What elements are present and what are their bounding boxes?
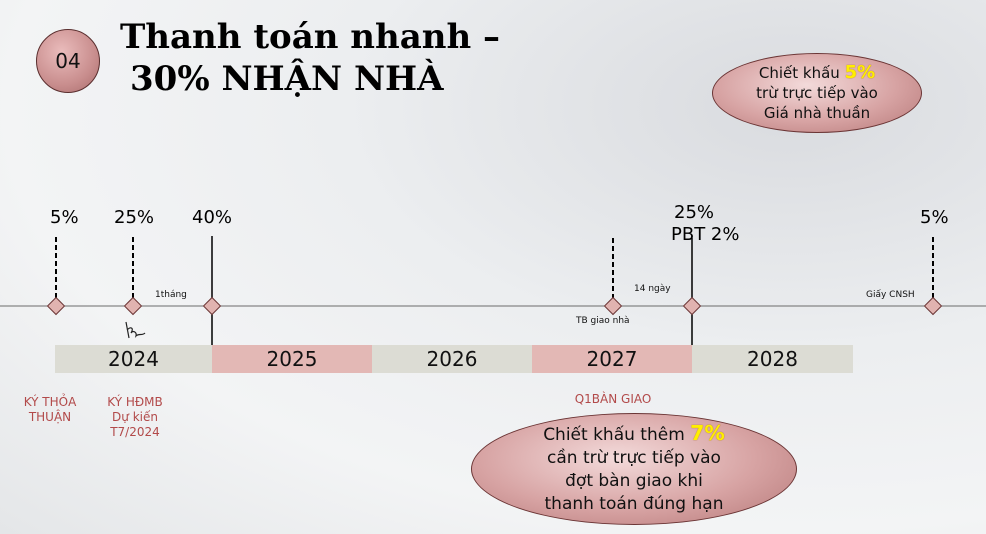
milestone-1-percent: 5% xyxy=(50,207,79,228)
milestone-5-diamond xyxy=(923,296,943,316)
discount-7-value: 7% xyxy=(690,421,725,445)
handover-label: Q1BÀN GIAO xyxy=(574,392,652,406)
milestone-3-percent: 40% xyxy=(192,207,233,228)
discount-7-line-4: thanh toán đúng hạn xyxy=(544,494,724,514)
discount-7-prefix: Chiết khấu thêm xyxy=(543,425,691,445)
discount-5-prefix: Chiết khấu xyxy=(758,64,845,82)
discount-5-bubble: Chiết khấu 5% trừ trực tiếp vào Giá nhà … xyxy=(712,53,922,133)
discount-5-value: 5% xyxy=(844,62,876,83)
discount-7-bubble: Chiết khấu thêm 7% cần trừ trực tiếp vào… xyxy=(471,413,797,525)
year-2025: 2025 xyxy=(212,345,372,373)
milestone-4-diamond xyxy=(682,296,702,316)
page-title: Thanh toán nhanh – 30% NHẬN NHÀ xyxy=(120,16,500,100)
discount-5-line-2: trừ trực tiếp vào xyxy=(756,84,878,102)
contract-label-line-2: Dự kiến xyxy=(112,410,158,424)
milestone-4-pbt: PBT 2% xyxy=(671,224,740,245)
year-2027: 2027 xyxy=(532,345,692,373)
discount-5-line-3: Giá nhà thuần xyxy=(763,104,871,122)
year-2024: 2024 xyxy=(55,345,212,373)
title-line-2: 30% NHẬN NHÀ xyxy=(130,59,444,99)
certificate-label: Giấy CNSH xyxy=(866,290,915,300)
agreement-label-line-2: THUẬN xyxy=(28,410,72,424)
section-number-badge: 04 xyxy=(36,29,100,93)
milestone-1-diamond xyxy=(46,296,66,316)
agreement-label: KÝ THỎA THUẬN xyxy=(14,395,86,425)
contract-label-line-3: T7/2024 xyxy=(110,425,160,439)
milestone-3-diamond xyxy=(202,296,222,316)
contract-label-line-1: KÝ HĐMB xyxy=(107,395,163,409)
discount-7-line-3: đợt bàn giao khi xyxy=(565,471,703,491)
handover-notice-diamond xyxy=(603,296,623,316)
one-month-label: 1tháng xyxy=(155,290,187,300)
contract-label: KÝ HĐMB Dự kiến T7/2024 xyxy=(98,395,172,440)
handover-notice-label: TB giao nhà xyxy=(576,316,630,326)
agreement-label-line-1: KÝ THỎA xyxy=(23,395,77,409)
milestone-2-diamond xyxy=(123,296,143,316)
signature-icon xyxy=(125,321,146,339)
discount-7-line-2: cần trừ trực tiếp vào xyxy=(547,448,721,468)
year-2026: 2026 xyxy=(372,345,532,373)
milestone-5-percent: 5% xyxy=(920,207,949,228)
discount-5-line-1: Chiết khấu 5% xyxy=(759,63,875,83)
title-line-1: Thanh toán nhanh – xyxy=(120,17,501,57)
fourteen-days-label: 14 ngày xyxy=(634,284,671,294)
year-2028: 2028 xyxy=(692,345,853,373)
milestone-4-percent: 25% xyxy=(674,202,715,223)
milestone-2-percent: 25% xyxy=(114,207,155,228)
discount-7-line-1: Chiết khấu thêm 7% xyxy=(543,422,725,447)
